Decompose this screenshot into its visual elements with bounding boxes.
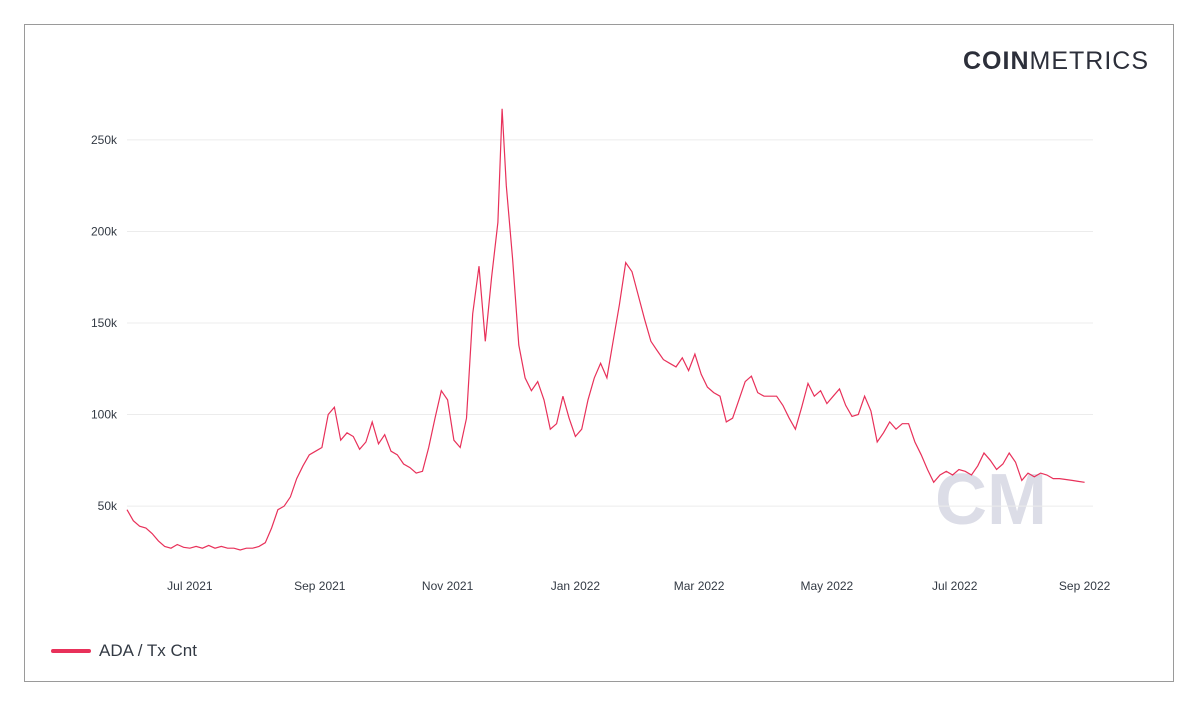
x-tick-label: Nov 2021 <box>422 579 474 593</box>
x-axis-ticks: Jul 2021 Sep 2021 Nov 2021 Jan 2022 Mar 2022… <box>167 579 1110 593</box>
chart-frame: COINMETRICS CM 50k 100k 150k 200k 250k Jul 2… <box>24 24 1174 682</box>
x-tick-label: May 2022 <box>801 579 854 593</box>
x-tick-label: Sep 2022 <box>1059 579 1111 593</box>
y-gridlines <box>127 139 1093 507</box>
y-tick-label: 100k <box>91 408 118 422</box>
watermark-glyph: CM <box>935 460 1047 540</box>
x-tick-label: Sep 2021 <box>294 579 346 593</box>
y-tick-label: 200k <box>91 224 118 238</box>
watermark-cm: CM <box>935 460 1047 540</box>
y-tick-label: 50k <box>98 499 118 513</box>
x-tick-label: Mar 2022 <box>674 579 725 593</box>
legend-swatch <box>51 649 91 653</box>
line-chart: CM 50k 100k 150k 200k 250k Jul 2021 Sep 2021 N… <box>91 108 1111 593</box>
x-tick-label: Jan 2022 <box>551 579 601 593</box>
y-tick-label: 250k <box>91 133 118 147</box>
coinmetrics-logo: COINMETRICS <box>963 47 1149 76</box>
y-axis-ticks: 50k 100k 150k 200k 250k <box>91 133 118 513</box>
x-tick-label: Jul 2021 <box>167 579 213 593</box>
logo-text-bold: COIN <box>963 47 1030 75</box>
y-tick-label: 150k <box>91 316 118 330</box>
legend[interactable]: ADA / Tx Cnt <box>51 641 197 661</box>
x-tick-label: Jul 2022 <box>932 579 978 593</box>
series-line-ada-tx-cnt <box>126 108 1085 551</box>
legend-label: ADA / Tx Cnt <box>99 641 197 660</box>
logo-text-light: METRICS <box>1029 47 1149 75</box>
